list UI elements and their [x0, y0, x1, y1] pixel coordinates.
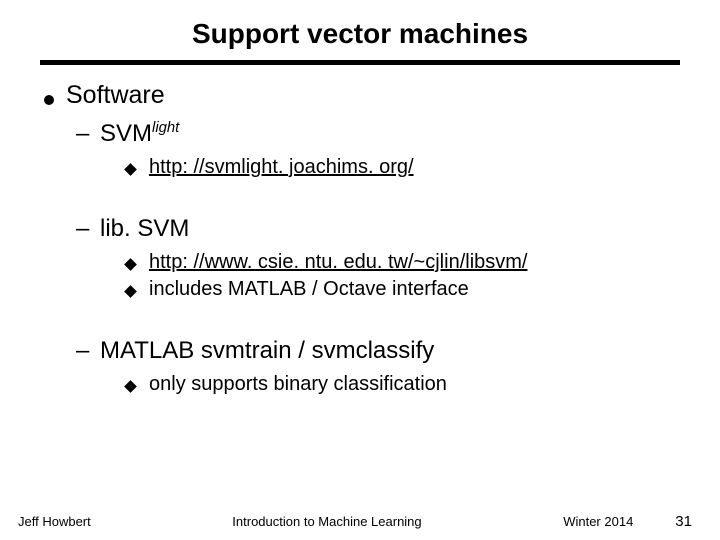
- svmlight-name: SVMlight: [100, 120, 179, 148]
- diamond-icon: [124, 380, 137, 393]
- svmlight-link[interactable]: http: //svmlight. joachims. org/: [149, 156, 414, 179]
- footer-term: Winter 2014: [563, 514, 633, 529]
- svmlight-sup: light: [152, 120, 179, 136]
- libsvm-name: lib. SVM: [100, 215, 189, 243]
- footer: Jeff Howbert Introduction to Machine Lea…: [0, 513, 720, 530]
- libsvm-note-row: includes MATLAB / Octave interface: [126, 278, 680, 301]
- dash-icon: –: [76, 337, 90, 365]
- item-svmlight: – SVMlight: [76, 120, 680, 148]
- spacer: [44, 183, 680, 209]
- slide-title: Support vector machines: [40, 18, 680, 50]
- disc-icon: [44, 95, 54, 105]
- bullet-software: Software: [44, 81, 680, 110]
- footer-right: Winter 2014 31: [563, 513, 692, 530]
- dash-icon: –: [76, 120, 90, 148]
- libsvm-note: includes MATLAB / Octave interface: [149, 278, 469, 301]
- libsvm-url-row: http: //www. csie. ntu. edu. tw/~cjlin/l…: [126, 251, 680, 274]
- dash-icon: –: [76, 215, 90, 243]
- svmlight-base: SVM: [100, 120, 152, 147]
- matlab-note-row: only supports binary classification: [126, 373, 680, 396]
- spacer: [44, 305, 680, 331]
- libsvm-link[interactable]: http: //www. csie. ntu. edu. tw/~cjlin/l…: [149, 251, 527, 274]
- software-label: Software: [66, 81, 165, 110]
- page-number: 31: [675, 513, 692, 530]
- footer-course: Introduction to Machine Learning: [232, 514, 421, 529]
- content-area: Software – SVMlight http: //svmlight. jo…: [40, 81, 680, 396]
- slide: Support vector machines Software – SVMli…: [0, 0, 720, 540]
- footer-author: Jeff Howbert: [18, 514, 91, 529]
- title-divider: [40, 60, 680, 65]
- diamond-icon: [124, 258, 137, 271]
- diamond-icon: [124, 163, 137, 176]
- matlab-name: MATLAB svmtrain / svmclassify: [100, 337, 434, 365]
- diamond-icon: [124, 285, 137, 298]
- item-matlab: – MATLAB svmtrain / svmclassify: [76, 337, 680, 365]
- matlab-note: only supports binary classification: [149, 373, 447, 396]
- svmlight-url-row: http: //svmlight. joachims. org/: [126, 156, 680, 179]
- item-libsvm: – lib. SVM: [76, 215, 680, 243]
